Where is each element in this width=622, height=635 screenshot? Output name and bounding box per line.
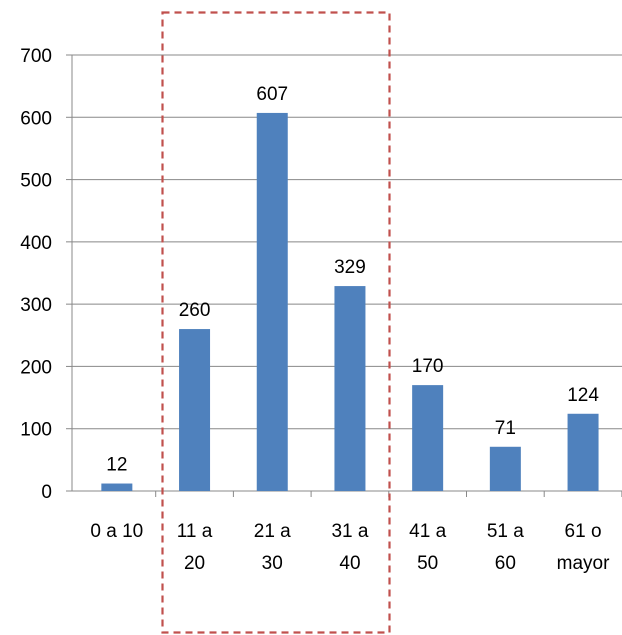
data-label: 170 xyxy=(412,356,444,377)
y-tick-label: 0 xyxy=(41,482,52,503)
bars xyxy=(101,112,599,491)
highlight-dashed-box xyxy=(161,11,391,634)
y-tick-labels: 0 100 200 300 400 500 600 700 xyxy=(20,46,52,503)
bar-3 xyxy=(256,112,288,491)
y-tick-label: 300 xyxy=(20,295,52,316)
category-label: 61 o xyxy=(565,521,602,542)
highlight-box xyxy=(161,11,391,634)
category-label: 41 a xyxy=(409,521,446,542)
y-tick-label: 500 xyxy=(20,171,52,192)
category-label: 30 xyxy=(262,553,283,574)
category-label: 0 a 10 xyxy=(90,521,143,542)
bar-4 xyxy=(334,286,366,491)
bar-1 xyxy=(101,483,133,491)
category-label: 51 a xyxy=(487,521,524,542)
category-label: 31 a xyxy=(331,521,368,542)
category-label: mayor xyxy=(557,553,610,574)
y-tick-label: 100 xyxy=(20,420,52,441)
category-labels: 0 a 10 11 a 20 21 a 30 31 a 40 41 a 50 51 a 60 61 o… xyxy=(90,521,610,574)
data-label: 260 xyxy=(179,300,211,321)
bar-7 xyxy=(567,413,599,491)
category-label: 60 xyxy=(495,553,516,574)
y-tick-label: 200 xyxy=(20,357,52,378)
bar-5 xyxy=(412,385,444,491)
category-label: 20 xyxy=(184,553,205,574)
y-tick-label: 700 xyxy=(20,46,52,67)
y-tick-label: 600 xyxy=(20,108,52,129)
y-tick-label: 400 xyxy=(20,233,52,254)
bar-2 xyxy=(179,329,211,491)
data-labels: 12 260 607 329 170 71 124 xyxy=(106,84,599,476)
data-label: 12 xyxy=(106,455,127,476)
data-label: 71 xyxy=(495,418,516,439)
category-label: 21 a xyxy=(254,521,291,542)
data-label: 607 xyxy=(256,84,288,105)
category-label: 50 xyxy=(417,553,438,574)
category-label: 11 a xyxy=(177,521,213,542)
data-label: 124 xyxy=(567,385,599,406)
bar-6 xyxy=(489,446,521,491)
category-label: 40 xyxy=(339,553,360,574)
data-label: 329 xyxy=(334,257,366,278)
